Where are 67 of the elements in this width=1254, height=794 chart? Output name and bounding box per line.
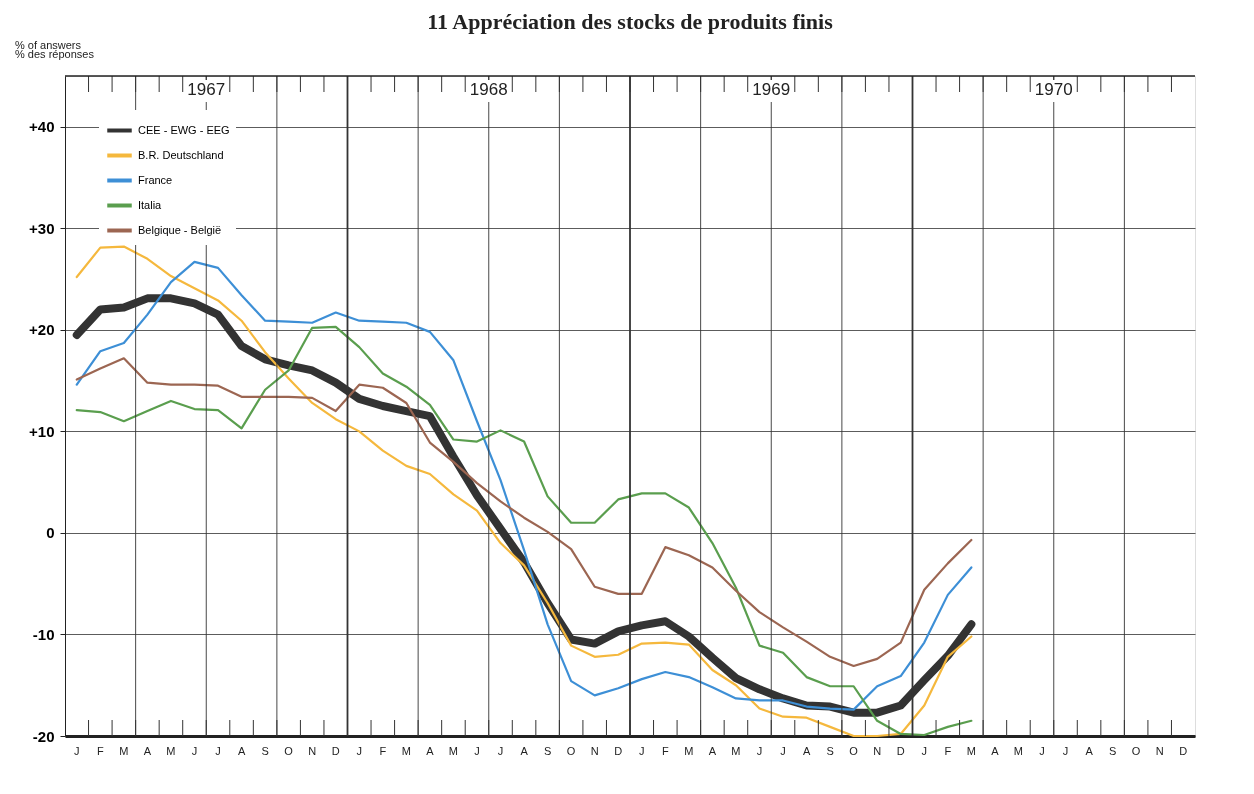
- x-tick-label: S: [1108, 745, 1117, 757]
- legend-label: Belgique - België: [138, 223, 222, 236]
- x-tick-label: J: [215, 745, 221, 757]
- legend-label: CEE - EWG - EEG: [138, 123, 230, 136]
- x-tick-label: A: [802, 745, 811, 757]
- legend-label: Italia: [138, 198, 163, 211]
- x-tick-label: J: [74, 745, 80, 757]
- x-tick-label: M: [166, 745, 176, 757]
- x-tick-label: N: [873, 745, 882, 757]
- x-tick-label: A: [1085, 745, 1094, 757]
- x-tick-label: O: [284, 745, 294, 757]
- annotation: 1969: [752, 80, 791, 99]
- y-tick-label: +20: [29, 321, 55, 339]
- x-tick-label: J: [497, 745, 504, 757]
- x-tick-label: S: [826, 745, 834, 757]
- y-tick-label: -20: [32, 727, 55, 745]
- x-tick-label: M: [119, 745, 129, 757]
- x-tick-label: O: [566, 745, 576, 757]
- x-tick-label: O: [849, 745, 859, 757]
- chart-title: 11 Appréciation des stocks de produits finis: [427, 8, 834, 34]
- x-tick-label: D: [896, 745, 905, 757]
- y-tick-label: +30: [29, 219, 55, 237]
- x-tick-label: M: [731, 745, 741, 757]
- y-tick-label: -10: [32, 625, 55, 643]
- x-tick-label: F: [379, 745, 387, 757]
- x-tick-label: J: [474, 745, 480, 757]
- x-tick-label: J: [191, 745, 198, 757]
- x-tick-label: M: [448, 745, 459, 757]
- y-tick-label: 0: [46, 524, 55, 542]
- annotation: 1967: [187, 80, 226, 99]
- x-tick-label: A: [708, 745, 717, 757]
- x-tick-label: S: [543, 745, 552, 757]
- x-tick-label: A: [143, 745, 152, 757]
- x-tick-label: N: [590, 745, 599, 757]
- x-tick-label: J: [639, 745, 645, 757]
- x-tick-label: M: [401, 745, 411, 757]
- y-tick-label: +40: [29, 118, 55, 136]
- x-tick-label: J: [756, 745, 763, 757]
- x-tick-label: N: [308, 745, 317, 757]
- x-tick-label: D: [1179, 745, 1188, 757]
- x-tick-label: N: [1155, 745, 1164, 757]
- x-tick-label: M: [684, 745, 694, 757]
- x-tick-label: F: [661, 745, 669, 757]
- x-tick-label: O: [1131, 745, 1141, 757]
- x-tick-label: D: [331, 745, 340, 757]
- x-tick-label: A: [237, 745, 246, 757]
- x-tick-label: J: [1062, 745, 1069, 757]
- legend-label: France: [138, 173, 173, 186]
- x-tick-label: J: [921, 745, 928, 757]
- y-axis-title: % of answers % des réponses: [15, 38, 95, 60]
- annotation: 1968: [469, 80, 508, 99]
- x-tick-label: F: [96, 745, 104, 757]
- x-tick-label: J: [1039, 745, 1045, 757]
- x-tick-label: J: [356, 745, 363, 757]
- x-tick-label: F: [944, 745, 952, 757]
- line-series: [75, 357, 973, 668]
- x-tick-label: D: [614, 745, 623, 757]
- x-tick-label: A: [520, 745, 529, 757]
- x-tick-label: A: [426, 745, 435, 757]
- x-tick-label: S: [261, 745, 269, 757]
- legend-label: B.R. Deutschland: [138, 148, 224, 161]
- x-tick-label: M: [1013, 745, 1024, 757]
- x-tick-label: A: [991, 745, 1000, 757]
- x-tick-label: M: [966, 745, 976, 757]
- y-tick-label: +10: [29, 422, 55, 440]
- annotation: 1970: [1034, 80, 1073, 99]
- x-tick-label: J: [780, 745, 786, 757]
